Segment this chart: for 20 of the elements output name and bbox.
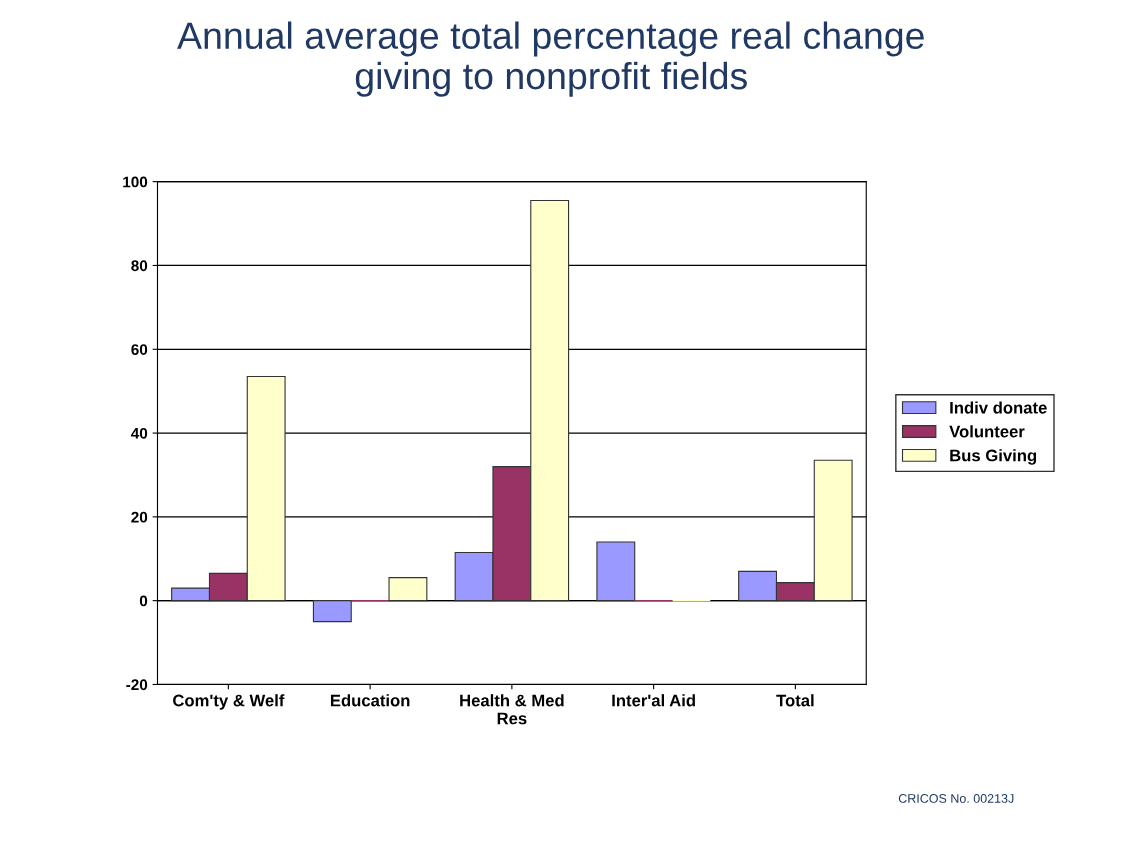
y-tick-label: 80 bbox=[131, 260, 148, 272]
x-tick-label: Total bbox=[776, 694, 814, 707]
y-tick-label: 0 bbox=[139, 595, 148, 607]
bar bbox=[596, 541, 636, 602]
y-tick-label: 100 bbox=[123, 176, 148, 188]
y-tick-label: 60 bbox=[131, 344, 148, 355]
x-tick-label: Education bbox=[330, 694, 410, 707]
y-tick-label: -20 bbox=[126, 679, 148, 691]
x-tick-label: Inter'al Aid bbox=[612, 694, 695, 707]
x-tick-label: Health & Med Res bbox=[460, 694, 564, 725]
bar bbox=[388, 577, 428, 602]
legend-label: Bus Giving bbox=[950, 449, 1037, 465]
y-tick-label: 40 bbox=[131, 427, 148, 439]
x-tick-label: Com'ty & Welf bbox=[173, 694, 285, 710]
y-tick-label: 20 bbox=[131, 511, 148, 523]
text: CRICOS No. 00213J bbox=[898, 794, 1014, 803]
bar bbox=[312, 600, 352, 623]
chart-title: Annual average total percentage real change giving to nonprofit fields bbox=[177, 21, 924, 97]
legend-label: Indiv donate bbox=[950, 401, 1047, 414]
legend-label: Volunteer bbox=[949, 425, 1025, 438]
